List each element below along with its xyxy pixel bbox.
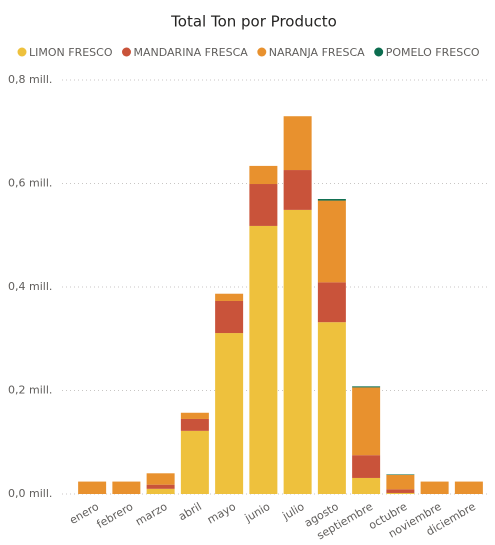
bar-segment [317,200,346,283]
bar-segment [249,225,278,494]
bar-segment [180,430,209,494]
bar-segment [352,455,381,478]
y-tick-label: 0,2 mill. [8,384,52,397]
bar-segment [215,333,244,494]
bar-segment [317,282,346,323]
bar-segment [146,484,175,489]
y-tick-label: 0,6 mill. [8,177,52,190]
legend-marker [122,47,131,57]
chart-title: Total Ton por Producto [170,13,337,31]
legend-marker [257,47,267,57]
y-tick-label: 0,8 mill. [8,73,52,86]
bar-segment [215,293,244,301]
y-tick-label: 0,0 mill. [8,487,52,500]
legend-marker [374,47,384,57]
legend-marker [17,47,27,57]
y-tick-label: 0,4 mill. [8,280,52,293]
legend-label: NARANJA FRESCA [269,46,365,59]
bar-segment [317,199,346,201]
x-tick-label: junio [242,500,273,525]
bar-segment [352,386,381,388]
bar-segment [352,477,381,494]
bar-segment [215,300,244,334]
bar-segment [112,481,141,494]
bar-segment [386,489,415,493]
bar-segment [352,387,381,456]
bar-segment [249,184,278,226]
x-tick-label: mayo [205,500,238,527]
bar-segment [78,481,107,494]
x-tick-label: abril [176,500,204,523]
bar-segment [386,474,415,475]
legend-label: MANDARINA FRESCA [134,46,249,59]
x-tick-label: febrero [95,500,136,531]
bar-segment [180,412,209,419]
bar-segment [420,481,449,494]
x-tick-label: marzo [133,500,170,529]
bar-segment [283,116,312,171]
bar-segment [386,474,415,490]
bar-segment [283,209,312,494]
bar-segment [386,492,415,494]
bar-segment [249,165,278,185]
bar-segment [454,481,483,494]
bar-segment [146,488,175,494]
bar-segment [146,473,175,485]
legend-label: POMELO FRESCO [386,46,480,59]
bar-segment [283,170,312,210]
legend-label: LIMON FRESCO [29,46,113,59]
bar-segment [317,322,346,494]
bar-segment [180,418,209,431]
